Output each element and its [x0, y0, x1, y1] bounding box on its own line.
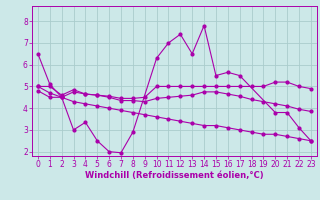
X-axis label: Windchill (Refroidissement éolien,°C): Windchill (Refroidissement éolien,°C) [85, 171, 264, 180]
